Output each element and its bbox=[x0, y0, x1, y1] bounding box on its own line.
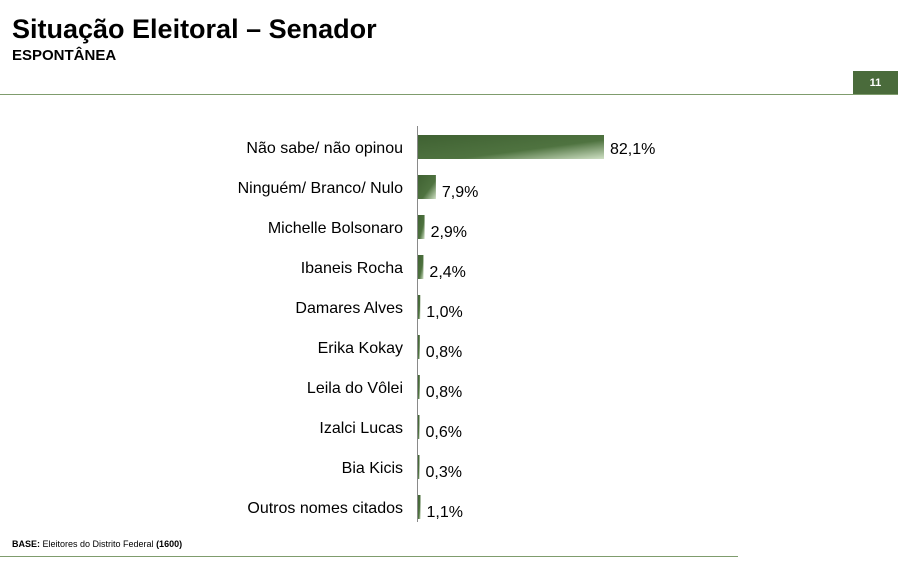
category-label: Outros nomes citados bbox=[247, 500, 403, 517]
footer-base-text: Eleitores do Distrito Federal bbox=[40, 539, 157, 549]
value-label: 0,8% bbox=[426, 384, 462, 401]
value-label: 0,3% bbox=[426, 464, 462, 481]
category-label: Izalci Lucas bbox=[319, 420, 403, 437]
value-label: 2,9% bbox=[431, 224, 467, 241]
category-label: Leila do Vôlei bbox=[307, 380, 403, 397]
footer-divider bbox=[0, 556, 738, 557]
bar bbox=[418, 375, 420, 399]
footer-base-note: BASE: Eleitores do Distrito Federal (160… bbox=[12, 539, 182, 550]
page-subtitle: ESPONTÂNEA bbox=[12, 47, 117, 64]
page-title: Situação Eleitoral – Senador bbox=[12, 14, 377, 44]
category-label: Michelle Bolsonaro bbox=[268, 220, 403, 237]
category-label: Damares Alves bbox=[295, 300, 403, 317]
bar-chart: Não sabe/ não opinou 82,1% Ninguém/ Branco… bbox=[238, 126, 655, 522]
bar bbox=[418, 215, 425, 239]
bar bbox=[418, 495, 421, 519]
bar bbox=[418, 295, 421, 319]
bar bbox=[418, 135, 604, 159]
value-label: 0,6% bbox=[426, 424, 462, 441]
bar bbox=[418, 255, 424, 279]
category-label: Ibaneis Rocha bbox=[301, 260, 403, 277]
bar bbox=[418, 455, 420, 479]
category-label: Não sabe/ não opinou bbox=[246, 140, 403, 157]
value-label: 1,0% bbox=[426, 304, 462, 321]
category-label: Bia Kicis bbox=[342, 460, 403, 477]
value-label: 0,8% bbox=[426, 344, 462, 361]
category-label: Ninguém/ Branco/ Nulo bbox=[238, 180, 404, 197]
value-label: 1,1% bbox=[426, 504, 462, 521]
bar bbox=[418, 415, 420, 439]
value-label: 7,9% bbox=[442, 184, 478, 201]
category-label: Erika Kokay bbox=[318, 340, 403, 357]
value-label: 82,1% bbox=[610, 141, 655, 158]
page-number-badge: 11 bbox=[853, 71, 898, 95]
bar bbox=[418, 335, 420, 359]
footer-base-label: BASE: bbox=[12, 539, 41, 549]
header-divider bbox=[0, 94, 898, 95]
bar bbox=[418, 175, 436, 199]
footer-base-count: (1600) bbox=[156, 539, 183, 549]
value-label: 2,4% bbox=[429, 264, 465, 281]
